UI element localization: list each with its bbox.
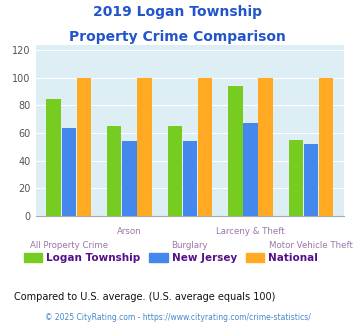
Bar bbox=[183, 142, 197, 216]
Text: 2019 Logan Township: 2019 Logan Township bbox=[93, 5, 262, 19]
Bar bbox=[243, 123, 258, 216]
Bar bbox=[61, 128, 76, 216]
Legend: Logan Township, New Jersey, National: Logan Township, New Jersey, National bbox=[20, 249, 323, 267]
Text: Compared to U.S. average. (U.S. average equals 100): Compared to U.S. average. (U.S. average … bbox=[14, 292, 275, 302]
Bar bbox=[304, 144, 318, 216]
Bar bbox=[228, 86, 242, 216]
Bar bbox=[137, 78, 152, 216]
Bar bbox=[168, 126, 182, 216]
Text: © 2025 CityRating.com - https://www.cityrating.com/crime-statistics/: © 2025 CityRating.com - https://www.city… bbox=[45, 313, 310, 322]
Bar bbox=[289, 140, 303, 216]
Bar bbox=[198, 78, 212, 216]
Text: Motor Vehicle Theft: Motor Vehicle Theft bbox=[269, 241, 353, 250]
Bar bbox=[77, 78, 91, 216]
Text: Burglary: Burglary bbox=[171, 241, 208, 250]
Text: Larceny & Theft: Larceny & Theft bbox=[216, 227, 285, 236]
Text: All Property Crime: All Property Crime bbox=[30, 241, 108, 250]
Bar bbox=[258, 78, 273, 216]
Bar bbox=[122, 142, 137, 216]
Bar bbox=[319, 78, 333, 216]
Bar bbox=[47, 99, 61, 216]
Text: Arson: Arson bbox=[117, 227, 142, 236]
Text: Property Crime Comparison: Property Crime Comparison bbox=[69, 30, 286, 44]
Bar bbox=[107, 126, 121, 216]
